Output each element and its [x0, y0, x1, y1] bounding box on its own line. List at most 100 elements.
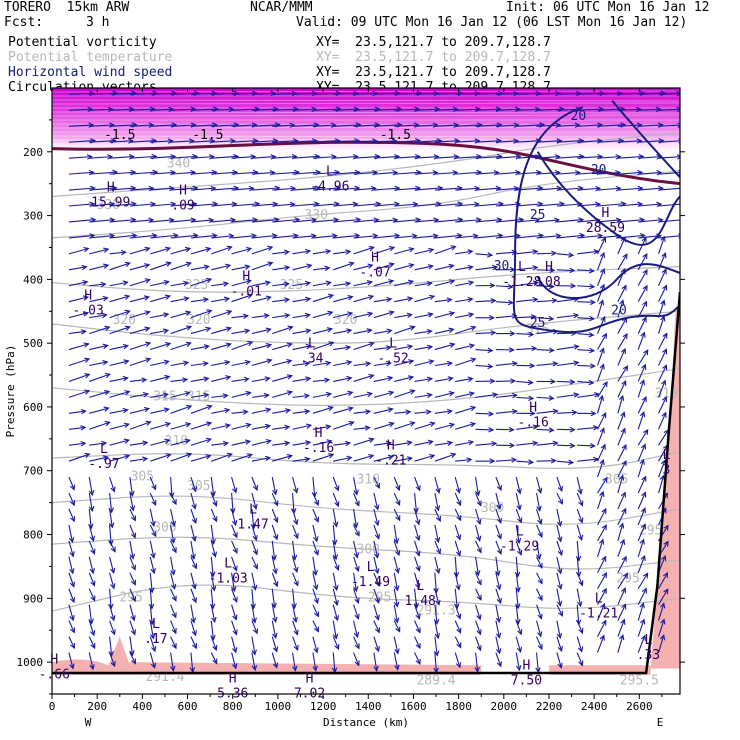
circulation-vector — [333, 262, 354, 271]
circulation-vector-head — [251, 665, 258, 672]
circulation-vector-head — [660, 235, 666, 242]
circulation-vector — [109, 493, 113, 513]
circulation-vector — [271, 508, 278, 523]
circulation-vector-head — [305, 280, 312, 287]
circulation-vector — [129, 219, 154, 223]
y-tick-label: 800 — [23, 529, 43, 542]
circulation-vector — [373, 588, 380, 603]
circulation-vector-head — [293, 519, 299, 526]
circulation-vector — [231, 508, 237, 526]
circulation-vector — [353, 329, 372, 335]
circulation-vector-head — [122, 407, 129, 414]
circulation-vector — [88, 652, 94, 670]
circulation-vector-head — [407, 296, 414, 302]
theta-contour — [52, 368, 680, 406]
circulation-vector — [495, 203, 521, 207]
circulation-vector — [271, 636, 278, 652]
circulation-vector-head — [496, 584, 502, 591]
circulation-vector — [536, 299, 557, 303]
circulation-vector — [312, 92, 341, 95]
wind-contour-label: 25 — [530, 316, 546, 331]
circulation-vector — [394, 457, 412, 462]
circulation-vector-head — [621, 507, 627, 514]
pv-contour-line — [52, 102, 680, 105]
circulation-vector — [109, 604, 115, 621]
circulation-vector — [272, 455, 292, 462]
circulation-vector — [89, 421, 110, 430]
circulation-vector — [637, 619, 645, 637]
theta-contour-label: 320 — [113, 313, 136, 328]
circulation-vector-head — [171, 628, 177, 635]
circulation-vector-head — [548, 427, 555, 433]
circulation-vector-head — [345, 249, 352, 255]
circulation-vector-head — [407, 375, 415, 381]
circulation-vector-head — [264, 376, 271, 382]
circulation-vector — [515, 652, 520, 671]
circulation-vector-head — [496, 548, 503, 555]
circulation-vector — [556, 588, 561, 606]
circulation-vector — [637, 317, 647, 334]
circulation-vector — [231, 315, 248, 319]
circulation-vector — [475, 492, 482, 506]
circulation-vector-head — [615, 154, 622, 160]
circulation-vector — [516, 442, 538, 446]
circulation-vector-head — [635, 106, 642, 113]
circulation-vector — [170, 203, 197, 207]
circulation-vector-head — [124, 309, 131, 316]
circulation-vector-head — [578, 627, 584, 635]
circulation-vector-head — [191, 503, 197, 510]
circulation-vector — [658, 269, 667, 286]
circulation-vector-head — [599, 363, 605, 370]
circulation-vector-head — [334, 485, 340, 492]
circulation-vector — [576, 540, 580, 561]
circulation-vector — [109, 652, 116, 667]
circulation-vector-head — [374, 504, 380, 511]
circulation-vector — [414, 572, 420, 589]
circulation-vector-head — [393, 601, 400, 608]
circulation-vector — [149, 636, 156, 652]
circulation-vector — [434, 245, 456, 255]
circulation-vector-head — [513, 185, 520, 192]
circulation-vector — [434, 312, 455, 319]
circulation-vector — [353, 92, 378, 95]
circulation-vector-head — [264, 455, 272, 462]
circulation-vector-head — [304, 408, 311, 415]
circulation-vector — [333, 234, 360, 239]
circulation-vector-head — [474, 570, 481, 577]
circulation-vector-head — [427, 344, 434, 351]
circulation-vector-head — [388, 310, 395, 316]
circulation-vector — [68, 442, 86, 446]
circulation-vector-head — [495, 570, 501, 577]
circulation-vector — [272, 187, 296, 191]
circulation-vector — [434, 377, 453, 382]
circulation-vector-head — [476, 500, 482, 507]
circulation-vector-head — [511, 313, 518, 319]
circulation-vector — [150, 313, 169, 319]
circulation-vector — [353, 203, 381, 207]
circulation-vector-head — [619, 538, 626, 545]
circulation-vector-head — [554, 154, 561, 160]
circulation-vector — [455, 358, 476, 367]
extremum-marker-low: L — [516, 525, 524, 540]
circulation-vector — [495, 476, 502, 491]
circulation-vector — [414, 330, 432, 335]
circulation-vector-head — [577, 646, 584, 653]
circulation-vector-head — [144, 246, 151, 253]
circulation-vector-head — [102, 455, 109, 461]
circulation-vector — [129, 311, 150, 319]
circulation-vector-head — [224, 359, 231, 366]
circulation-vector — [454, 508, 462, 521]
circulation-vector — [68, 540, 74, 557]
circulation-vector — [251, 572, 257, 590]
circulation-vector-head — [246, 293, 254, 299]
circulation-vector — [251, 246, 273, 255]
circulation-vector-head — [366, 328, 373, 334]
circulation-vector — [577, 426, 598, 430]
circulation-vector — [536, 203, 564, 207]
circulation-vector — [394, 171, 421, 175]
circulation-vector-head — [224, 407, 231, 414]
circulation-vector — [353, 295, 374, 303]
circulation-vector-head — [528, 459, 535, 465]
circulation-vector — [231, 219, 258, 223]
circulation-vector-head — [346, 375, 353, 382]
